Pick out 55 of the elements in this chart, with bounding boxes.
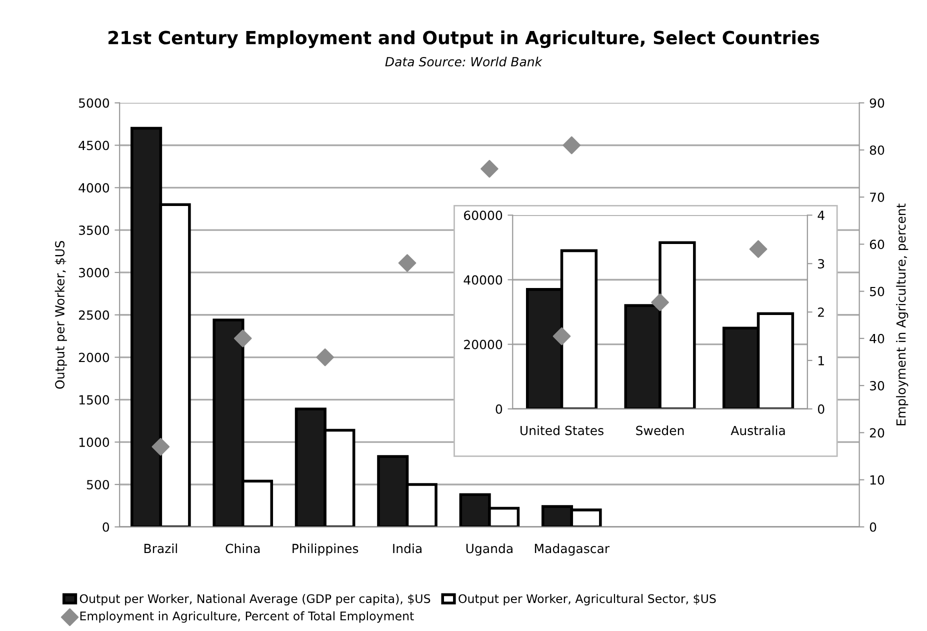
x-tick-label: India (393, 544, 422, 554)
y2-tick-label: 30 (870, 381, 884, 390)
point (651, 293, 669, 312)
x-tick-label: Uganda (466, 544, 512, 556)
point (234, 330, 252, 348)
y2-tick-label: 60 (870, 240, 884, 250)
x-tick-label: Sweden (636, 426, 684, 436)
y2-tick-label: 70 (870, 192, 884, 202)
y-tick-label: 1500 (79, 395, 110, 405)
y-tick-label: 4000 (78, 183, 110, 193)
y2-axis-title: Employment in Agriculture, percent (896, 204, 908, 426)
y-axis-title: Output per Worker, $US (54, 240, 67, 389)
point (398, 254, 416, 272)
y2-tick-label: 20 (870, 428, 884, 438)
y-tick-label: 500 (86, 480, 110, 490)
legend-label: Output per Worker, National Average (GDP per capita), $US (80, 594, 430, 606)
y2-tick-label: 50 (870, 286, 884, 296)
y-tick-label: 3500 (79, 226, 110, 235)
y2-tick-label: 3 (818, 259, 824, 269)
y2-tick-label: 90 (870, 98, 884, 108)
y-tick-label: 3000 (79, 268, 110, 278)
chart-title: 21st Century Employment and Output in Agriculture, Select Countries (108, 30, 820, 48)
point (749, 240, 768, 258)
point (480, 160, 498, 178)
x-tick-label: United States (520, 426, 604, 436)
y2-tick-label: 1 (818, 356, 824, 366)
y-tick-label: 0 (102, 522, 110, 532)
point (552, 327, 571, 346)
point (316, 348, 334, 366)
y-tick-label: 60000 (464, 210, 502, 220)
y-tick-label: 2500 (78, 310, 110, 320)
y2-tick-label: 0 (818, 404, 824, 414)
y-tick-label: 40000 (464, 275, 502, 285)
x-tick-label: Australia (730, 426, 785, 436)
x-tick-label: Philippines (292, 544, 358, 556)
y-tick-label: 4500 (78, 140, 110, 150)
y2-tick-label: 2 (818, 308, 824, 317)
y-tick-label: 1000 (79, 438, 110, 448)
y-tick-label: 20000 (464, 340, 502, 350)
y2-tick-label: 0 (870, 522, 876, 532)
y2-tick-label: 10 (870, 475, 884, 485)
y-tick-label: 0 (496, 404, 502, 414)
point (152, 438, 170, 456)
x-tick-label: China (226, 544, 260, 554)
legend-label: Employment in Agriculture, Percent of Total Employment (80, 611, 414, 623)
y2-tick-label: 4 (818, 210, 824, 220)
y2-tick-label: 80 (870, 145, 884, 155)
legend-label: Output per Worker, Agricultural Sector, $US (458, 594, 716, 606)
x-tick-label: Brazil (144, 544, 177, 554)
y2-tick-label: 40 (870, 334, 884, 344)
chart-subtitle: Data Source: World Bank (385, 56, 542, 66)
y-tick-label: 2000 (78, 352, 110, 362)
x-tick-label: Madagascar (534, 544, 610, 556)
y-tick-label: 5000 (79, 98, 110, 108)
point (562, 136, 581, 154)
